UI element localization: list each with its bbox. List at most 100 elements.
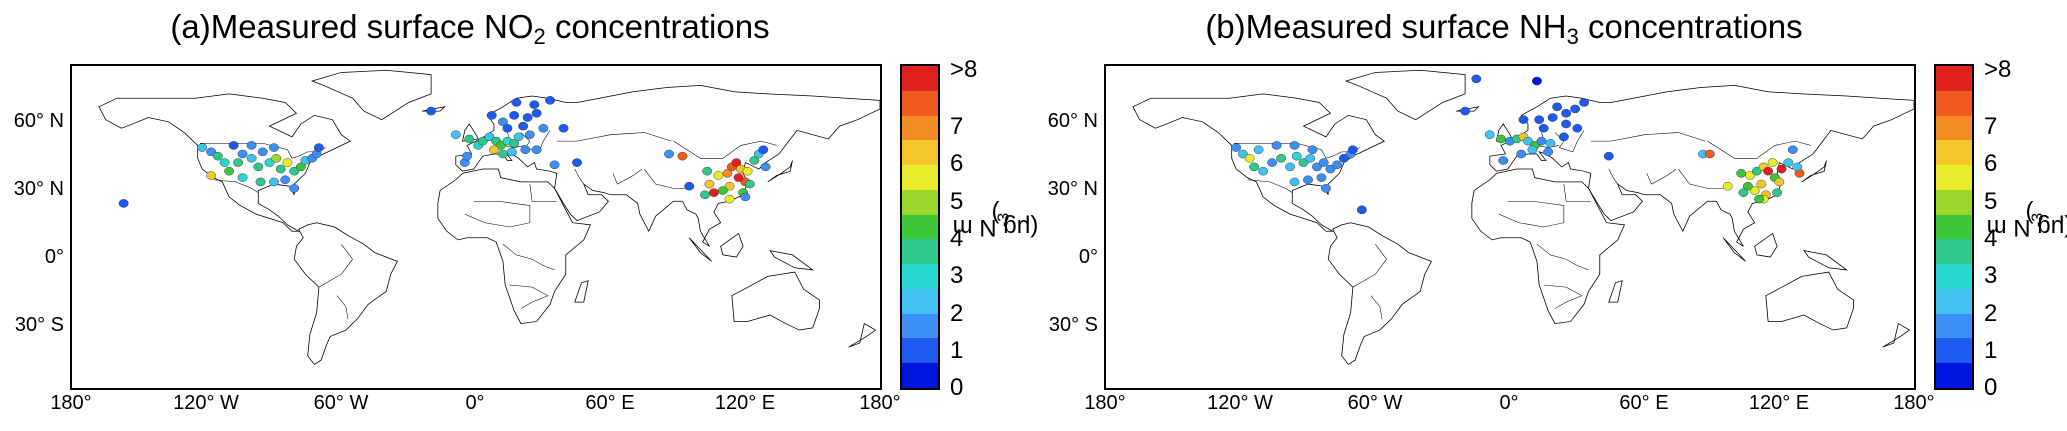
country-border [1498, 200, 1565, 228]
measurement-site-marker [246, 154, 257, 163]
measurement-site-marker [1579, 98, 1590, 107]
measurement-site-marker [1298, 158, 1309, 167]
measurement-site-marker [520, 145, 531, 154]
colorbar-tick: 6 [1984, 150, 1998, 177]
measurement-site-marker [1498, 156, 1509, 165]
measurement-site-marker [477, 136, 488, 146]
country-border [1247, 179, 1293, 193]
measurement-site-marker [713, 171, 724, 180]
landmass-outline [1608, 280, 1623, 303]
colorbar-segment [902, 363, 938, 388]
country-border [509, 284, 549, 309]
landmass-outline [1327, 222, 1432, 365]
country-border [612, 168, 643, 185]
measurement-site-marker [529, 100, 540, 109]
country-border [213, 179, 259, 193]
measurement-site-marker [740, 192, 751, 202]
measurement-site-marker [1271, 141, 1282, 150]
measurement-site-marker [684, 181, 695, 191]
measurement-site-marker [1249, 162, 1260, 172]
measurement-site-marker [758, 145, 769, 154]
measurement-site-marker [269, 177, 279, 187]
measurement-site-marker [253, 162, 264, 172]
measurement-site-marker [1305, 154, 1316, 163]
colorbar-tick: 1 [1984, 337, 1998, 364]
landmass-outline [574, 280, 589, 303]
colorbar-segment [902, 140, 938, 166]
lon-label-120w: 120° W [1207, 392, 1273, 414]
colorbar-segment [902, 239, 938, 265]
measurement-site-marker [1536, 136, 1547, 146]
measurement-site-marker [1767, 158, 1778, 167]
colorbar-segment [1936, 313, 1972, 339]
measurement-site-marker [275, 164, 286, 174]
landmass-outline [1803, 250, 1849, 271]
measurement-site-marker [1745, 171, 1756, 180]
colorbar-tick: 2 [1984, 300, 1998, 327]
measurement-site-marker [502, 123, 513, 133]
measurement-site-marker [237, 149, 248, 159]
colorbar-tick: 6 [950, 150, 964, 177]
landmass-outline [769, 250, 815, 271]
measurement-site-marker [1722, 181, 1733, 191]
measurement-site-marker [509, 139, 520, 148]
measurement-site-marker [1543, 147, 1554, 157]
country-border [318, 244, 353, 288]
measurement-site-marker [233, 158, 244, 167]
landmass-outline [293, 222, 398, 365]
landmass-outline [310, 69, 432, 121]
landmass-outline [720, 232, 744, 258]
country-border [502, 243, 555, 271]
lat-label-60n: 60° N [1047, 110, 1098, 132]
country-border [644, 168, 694, 189]
measurement-site-marker [1763, 166, 1774, 176]
panel-title: (b)Measured surface NH3 concentrations [1205, 8, 1803, 49]
measurement-site-marker [1783, 158, 1794, 167]
landmass-outline [848, 323, 877, 348]
measurement-site-marker [1561, 108, 1572, 118]
colorbar-segment [902, 66, 938, 91]
country-border [1678, 168, 1728, 189]
colorbar-segment [1936, 90, 1972, 116]
measurement-site-marker [717, 186, 728, 195]
panel-title: (a)Measured surface NO2 concentrations [170, 8, 770, 49]
colorbar-segment [902, 90, 938, 116]
measurement-site-marker [509, 111, 520, 120]
landmass-outline [767, 160, 793, 183]
colorbar-tick: 7 [950, 113, 964, 140]
measurement-site-marker [1527, 145, 1538, 154]
lon-label-180e: 180° [859, 392, 901, 414]
measurement-site-marker [1749, 186, 1760, 195]
measurement-site-marker [531, 108, 542, 118]
lon-label-60w: 60° W [1347, 392, 1403, 414]
colorbar-segment [1936, 140, 1972, 166]
colorbar-tick: 3 [1984, 262, 1998, 289]
measurement-site-marker [1552, 102, 1563, 112]
measurement-site-marker [1312, 162, 1322, 172]
measurement-site-marker [1356, 205, 1367, 215]
colorbar-tick: 0 [1984, 374, 1998, 401]
measurement-site-marker [572, 158, 582, 167]
landmass-outline [1489, 84, 1914, 247]
lon-label-60e: 60° E [1619, 392, 1669, 414]
measurement-site-marker [724, 181, 735, 191]
measurement-site-marker [549, 160, 560, 170]
measurement-site-marker [702, 166, 713, 176]
measurement-site-marker [538, 123, 549, 133]
country-border [1707, 140, 1811, 159]
measurement-site-marker [742, 166, 753, 176]
measurement-site-marker [1496, 134, 1506, 144]
measurement-site-marker [545, 96, 556, 105]
colorbar-tick: >8 [1984, 56, 2012, 83]
colorbar-segment [1936, 338, 1972, 364]
measurement-site-marker [744, 179, 755, 189]
colorbar [1934, 64, 1974, 390]
colorbar-tick: 5 [950, 188, 964, 215]
colorbar-tick: 7 [1984, 113, 1998, 140]
measurement-site-marker [558, 123, 569, 133]
measurement-site-marker [271, 154, 282, 163]
lon-label-120e: 120° E [714, 392, 776, 414]
landmass-outline [1882, 323, 1911, 348]
measurement-site-marker [206, 147, 217, 157]
country-border [1543, 284, 1583, 309]
